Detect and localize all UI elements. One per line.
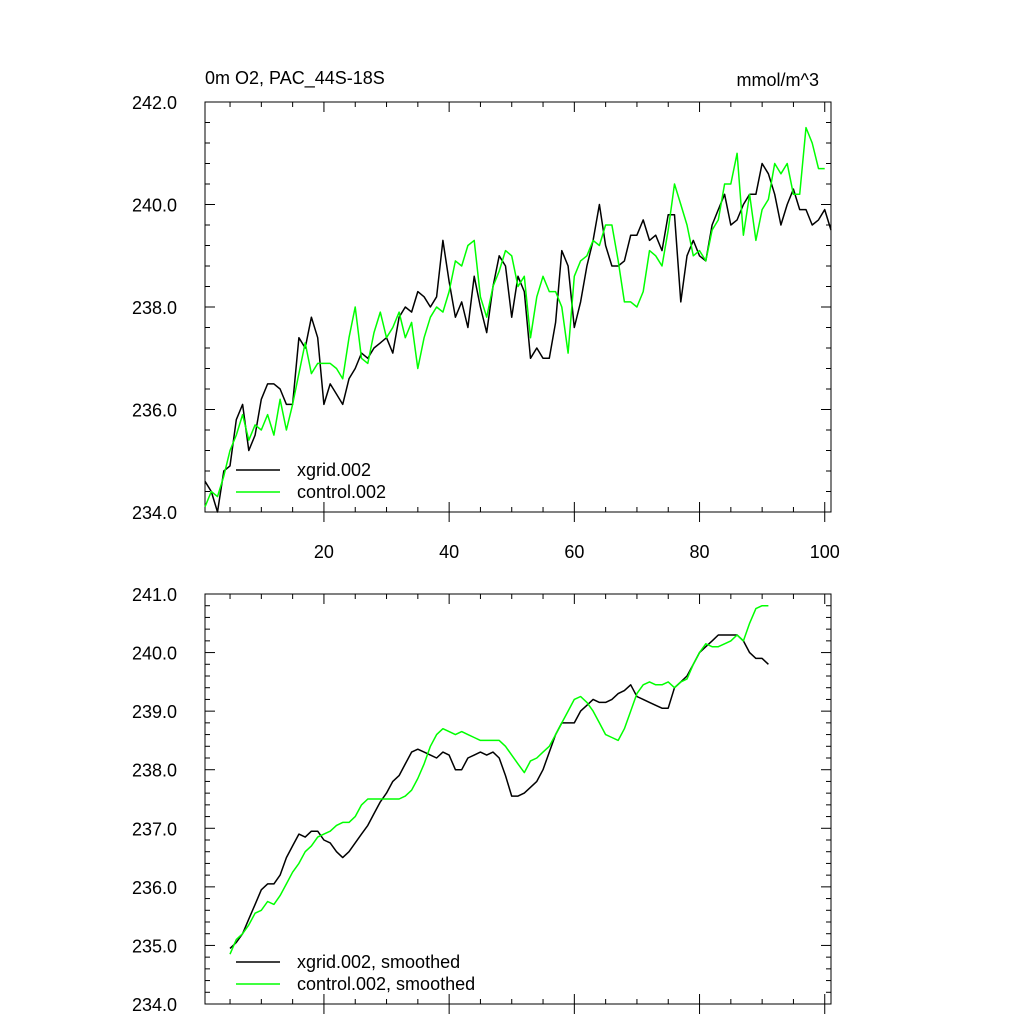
legend-label: control.002: [297, 482, 386, 502]
plot-frame: [204, 101, 832, 513]
series-line-xgrid-002: [204, 162, 832, 513]
y-tick-label: 241.0: [132, 585, 177, 605]
x-tick-label: 20: [314, 542, 334, 562]
bottom-panel-smoothed: 234.0 235.0 236.0 237.0 238.0 239.0 240.0 241.0…: [132, 585, 832, 1015]
series-line-control-002-smoothed: [229, 604, 769, 955]
y-tick-label: 237.0: [132, 819, 177, 839]
plot-frame: [204, 593, 832, 1005]
chart-units: mmol/m^3: [737, 70, 819, 90]
x-tick-label: 40: [439, 542, 459, 562]
x-tick-label: 80: [690, 542, 710, 562]
y-tick-label: 239.0: [132, 702, 177, 722]
y-tick-label: 240.0: [132, 196, 177, 216]
y-tick-label: 242.0: [132, 93, 177, 113]
y-tick-label: 234.0: [132, 995, 177, 1015]
chart-title: 0m O2, PAC_44S-18S: [205, 68, 385, 89]
legend-label: control.002, smoothed: [297, 974, 475, 994]
y-tick-label: 236.0: [132, 401, 177, 421]
y-tick-label: 236.0: [132, 878, 177, 898]
y-tick-label: 235.0: [132, 936, 177, 956]
y-tick-label: 234.0: [132, 503, 177, 523]
x-tick-label: 60: [564, 542, 584, 562]
legend-label: xgrid.002: [297, 460, 371, 480]
series-line-control-002: [204, 126, 825, 508]
legend-label: xgrid.002, smoothed: [297, 952, 460, 972]
y-tick-label: 238.0: [132, 761, 177, 781]
x-tick-label: 100: [810, 542, 840, 562]
top-panel-raw: 234.0 236.0 238.0 240.0 242.0 20 40 60 80 100 xgri…: [132, 93, 840, 562]
y-tick-label: 240.0: [132, 644, 177, 664]
series-line-xgrid-002-smoothed: [229, 634, 769, 949]
y-tick-label: 238.0: [132, 298, 177, 318]
